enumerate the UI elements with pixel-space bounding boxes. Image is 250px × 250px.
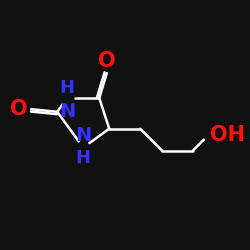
- Text: H: H: [60, 79, 75, 97]
- Text: N: N: [75, 126, 91, 145]
- Text: O: O: [10, 99, 28, 119]
- Text: O: O: [98, 51, 116, 71]
- Text: H: H: [76, 149, 91, 167]
- Text: N: N: [59, 102, 75, 121]
- Text: OH: OH: [210, 126, 246, 146]
